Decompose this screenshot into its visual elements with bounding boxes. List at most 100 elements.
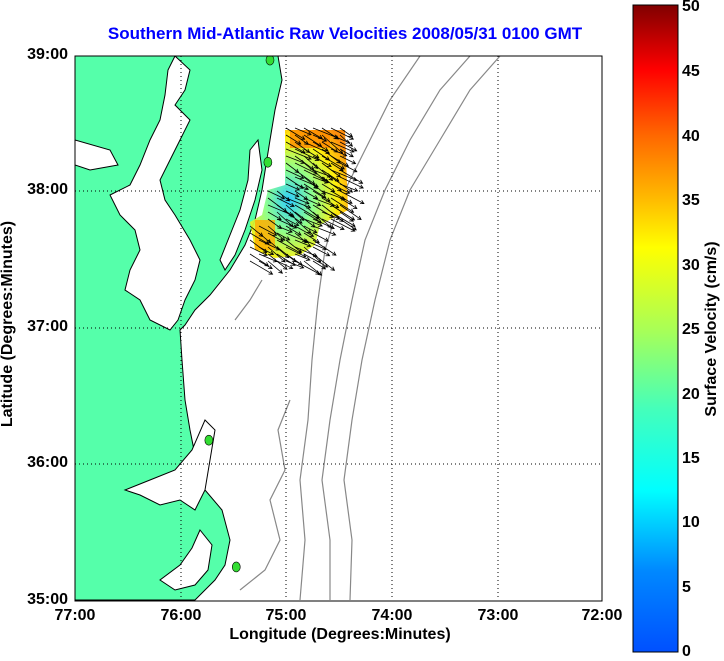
velocity-arrow — [321, 218, 345, 231]
velocity-arrow — [312, 134, 328, 142]
velocity-arrow — [339, 183, 359, 192]
y-tick: 38:00 — [27, 181, 68, 198]
velocity-arrow — [339, 176, 364, 189]
radar-station-marker — [204, 434, 214, 446]
colorbar-tick: 40 — [682, 128, 700, 145]
velocity-arrow — [321, 197, 340, 209]
velocity-arrow — [339, 190, 365, 205]
colorbar-tick: 35 — [682, 192, 700, 209]
velocity-arrow — [312, 239, 337, 256]
colorbar-tick: 30 — [682, 257, 700, 274]
colorbar-tick: 5 — [682, 579, 691, 596]
velocity-arrow — [330, 211, 356, 227]
velocity-arrow — [303, 225, 318, 234]
velocity-arrow — [258, 225, 278, 236]
colorbar-tick: 45 — [682, 63, 700, 80]
x-tick: 76:00 — [160, 607, 202, 624]
velocity-arrow — [330, 183, 351, 194]
radar-station-marker — [265, 56, 275, 66]
velocity-arrow — [312, 225, 337, 236]
velocity-arrow — [267, 260, 283, 274]
velocity-arrow — [330, 204, 356, 221]
velocity-arrow — [303, 176, 319, 190]
velocity-arrow — [330, 190, 353, 204]
grid-lines — [75, 56, 602, 600]
velocity-arrow — [285, 127, 306, 140]
x-tick: 74:00 — [371, 607, 413, 624]
velocity-arrow — [312, 218, 335, 230]
map-title: Southern Mid-Atlantic Raw Velocities 200… — [107, 24, 583, 43]
x-tick: 77:00 — [54, 607, 96, 624]
velocity-arrow — [285, 169, 305, 179]
radar-station-marker — [231, 561, 241, 573]
velocity-arrow — [303, 197, 322, 207]
velocity-arrow — [276, 260, 294, 270]
bathymetry-contours — [234, 56, 501, 601]
velocity-arrow — [276, 204, 295, 218]
velocity-arrow — [339, 204, 362, 221]
velocity-arrow — [339, 211, 354, 222]
map-axes-frame — [74, 55, 603, 602]
velocity-arrow — [312, 155, 332, 167]
velocity-arrow — [249, 246, 268, 256]
velocity-arrow — [330, 141, 355, 153]
velocity-arrow — [249, 232, 270, 245]
velocity-arrow — [294, 253, 311, 261]
velocity-arrow — [285, 218, 300, 227]
velocity-arrow — [303, 253, 329, 268]
velocity-arrow — [330, 148, 348, 157]
velocity-arrow — [330, 218, 356, 232]
radar-stations — [204, 56, 275, 573]
velocity-arrow — [294, 218, 312, 234]
velocity-arrow — [294, 183, 310, 191]
velocity-arrow — [303, 155, 319, 169]
y-axis-label: Latitude (Degrees:Minutes) — [0, 220, 16, 428]
velocity-arrow — [312, 246, 331, 257]
velocity-arrow — [303, 204, 320, 219]
colorbar-tick: 20 — [682, 386, 700, 403]
velocity-arrow — [258, 260, 273, 270]
x-tick: 72:00 — [581, 607, 623, 624]
velocity-arrow — [312, 253, 336, 271]
velocity-arrow — [339, 218, 357, 231]
y-tick: 36:00 — [27, 454, 68, 471]
velocity-arrow — [294, 239, 312, 248]
velocity-arrow — [339, 134, 354, 147]
velocity-arrow — [339, 127, 354, 138]
velocity-arrow — [339, 162, 358, 173]
velocity-arrow — [276, 197, 295, 207]
velocity-arrow — [258, 232, 272, 244]
radar-station-marker — [263, 156, 273, 168]
colorbar — [632, 4, 679, 653]
y-tick: 39:00 — [27, 46, 68, 63]
y-tick: 35:00 — [27, 591, 68, 608]
velocity-arrow — [312, 141, 329, 152]
velocity-arrow — [285, 148, 312, 160]
velocity-arrows — [249, 127, 365, 276]
velocity-arrow — [249, 253, 270, 267]
velocity-arrow — [321, 211, 341, 220]
velocity-arrow — [285, 260, 305, 269]
velocity-arrow — [339, 197, 358, 210]
y-tick: 37:00 — [27, 318, 68, 335]
x-tick: 75:00 — [265, 607, 307, 624]
velocity-arrow — [330, 134, 351, 144]
velocity-arrow — [285, 225, 302, 236]
velocity-arrow — [267, 190, 286, 200]
velocity-arrow — [303, 134, 323, 147]
colorbar-tick: 50 — [682, 0, 700, 15]
velocity-arrow — [285, 190, 300, 198]
velocity-arrow — [294, 127, 312, 136]
velocity-arrow — [303, 218, 323, 227]
velocity-arrow — [258, 246, 275, 255]
velocity-arrow — [294, 232, 307, 243]
velocity-arrow — [303, 260, 323, 276]
velocity-arrow — [276, 190, 291, 202]
colorbar-label: Surface Velocity (cm/s) — [703, 241, 720, 417]
velocity-arrow — [285, 183, 301, 191]
velocity-arrow — [312, 232, 329, 242]
velocity-arrow — [339, 169, 364, 184]
velocity-arrow — [339, 141, 358, 152]
velocity-arrow — [276, 225, 293, 233]
velocity-arrow — [339, 148, 354, 158]
